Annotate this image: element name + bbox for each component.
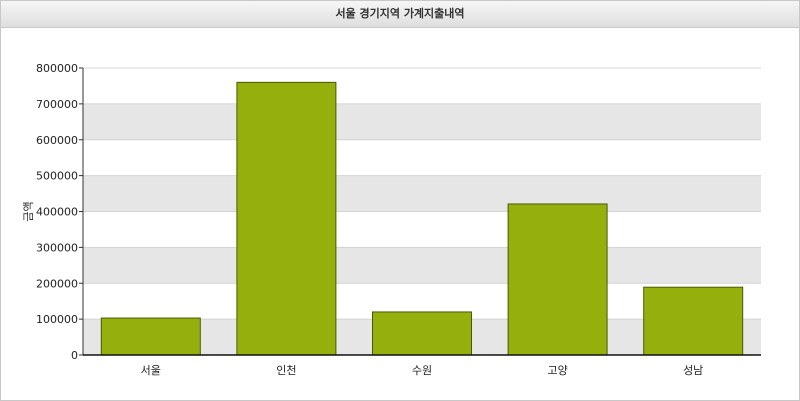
grid-band <box>83 103 761 140</box>
y-tick-label: 0 <box>71 349 78 362</box>
x-tick-label: 고양 <box>547 364 567 377</box>
y-axis-label: 금액 <box>22 201 35 221</box>
x-tick-label: 수원 <box>412 364 432 377</box>
x-tick-label: 성남 <box>683 364 703 377</box>
y-tick-label: 100000 <box>36 313 78 326</box>
y-tick-label: 800000 <box>36 62 78 75</box>
y-tick-label: 600000 <box>36 134 78 147</box>
bar-서울 <box>100 317 201 356</box>
y-tick-label: 400000 <box>36 206 78 219</box>
bar-수원 <box>372 311 472 356</box>
grid-band <box>83 175 761 212</box>
y-tick-label: 200000 <box>36 277 78 290</box>
y-tick-label: 500000 <box>36 170 78 183</box>
bar-고양 <box>507 203 608 356</box>
x-tick-label: 인천 <box>276 363 296 377</box>
bar-인천 <box>236 81 337 356</box>
x-tick-label: 서울 <box>141 364 161 377</box>
grid-band <box>83 247 761 284</box>
bar-chart: 0 100000 200000 300000 400000 500000 600000 700… <box>22 62 761 377</box>
bar-성남 <box>643 286 744 356</box>
chart-title: 서울 경기지역 가계지출내역 <box>1 1 799 28</box>
y-tick-label: 700000 <box>36 98 78 111</box>
y-tick-label: 300000 <box>36 241 78 254</box>
